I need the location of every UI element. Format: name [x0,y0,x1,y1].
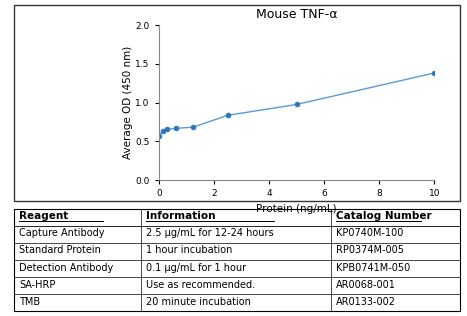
Text: TMB: TMB [19,297,41,307]
Text: SA-HRP: SA-HRP [19,280,56,290]
Y-axis label: Average OD (450 nm): Average OD (450 nm) [123,46,133,159]
Text: AR0133-002: AR0133-002 [336,297,396,307]
Text: RP0374M-005: RP0374M-005 [336,246,404,256]
X-axis label: Protein (ng/mL): Protein (ng/mL) [256,204,337,214]
Text: AR0068-001: AR0068-001 [336,280,396,290]
Text: KPB0741M-050: KPB0741M-050 [336,263,410,273]
Text: Capture Antibody: Capture Antibody [19,228,105,238]
Text: Standard Protein: Standard Protein [19,246,101,256]
Text: KP0740M-100: KP0740M-100 [336,228,403,238]
Text: Use as recommended.: Use as recommended. [147,280,255,290]
Title: Mouse TNF-α: Mouse TNF-α [256,8,337,21]
Text: 20 minute incubation: 20 minute incubation [147,297,251,307]
Text: 2.5 μg/mL for 12-24 hours: 2.5 μg/mL for 12-24 hours [147,228,274,238]
Text: Catalog Number: Catalog Number [336,211,432,221]
Text: 1 hour incubation: 1 hour incubation [147,246,233,256]
Text: Reagent: Reagent [19,211,69,221]
Text: Detection Antibody: Detection Antibody [19,263,113,273]
Text: Information: Information [147,211,216,221]
Text: 0.1 μg/mL for 1 hour: 0.1 μg/mL for 1 hour [147,263,247,273]
